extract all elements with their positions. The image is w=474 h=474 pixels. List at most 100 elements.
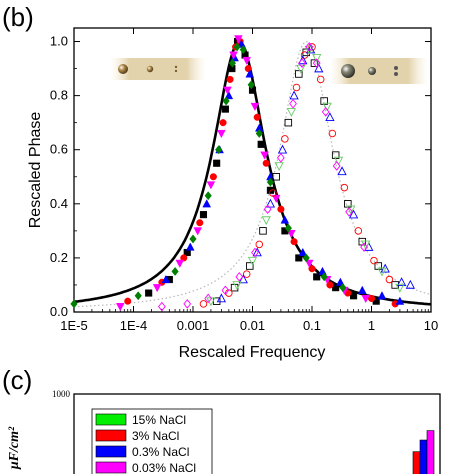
filled-triangle-down-point — [287, 230, 296, 239]
open-circle-point — [300, 51, 309, 59]
bar — [426, 430, 435, 474]
open-diamond-point — [204, 293, 213, 304]
filled-square-point — [145, 289, 153, 297]
legend-label: 15% NaCl — [132, 413, 186, 427]
open-square-point — [284, 118, 293, 127]
open-diamond-point — [277, 153, 285, 163]
plot-c-frame — [73, 393, 441, 474]
open-triangle-up-point — [396, 277, 407, 286]
inset-photo-left — [110, 58, 206, 80]
filled-diamond-point — [215, 145, 223, 155]
filled-diamond-point — [189, 234, 197, 244]
fit-curve-dotted — [74, 40, 432, 308]
filled-triangle-up-point — [318, 266, 327, 275]
filled-diamond-point — [284, 223, 292, 233]
plot-c-y-axis-title: μF/cm² — [7, 426, 22, 470]
open-triangle-up-point — [325, 112, 335, 122]
filled-square-point — [313, 273, 321, 281]
open-circle-point — [308, 43, 316, 51]
open-triangle-up-point — [216, 293, 227, 303]
open-circle-point — [225, 289, 233, 297]
filled-diamond-point — [302, 253, 310, 263]
open-triangle-down-point — [377, 267, 387, 277]
filled-circle-point — [180, 254, 188, 262]
x-tick-label: 0.01 — [240, 318, 265, 333]
panel-b-label: (b) — [2, 2, 34, 32]
open-circle-point — [199, 300, 208, 308]
filled-circle-point — [262, 159, 270, 167]
legend-label: 3% NaCl — [132, 429, 179, 443]
filled-triangle-down-point — [361, 294, 371, 304]
filled-triangle-up-point — [245, 69, 255, 78]
filled-triangle-down-point — [223, 86, 232, 95]
filled-diamond-point — [239, 45, 247, 55]
open-triangle-down-point — [261, 216, 271, 226]
open-diamond-point — [289, 98, 297, 109]
filled-circle-point — [196, 219, 204, 227]
open-circle-point — [354, 227, 363, 235]
open-square-point — [295, 70, 303, 78]
open-circle-point — [328, 129, 337, 138]
open-diamond-point — [321, 107, 330, 117]
filled-circle-point — [277, 205, 285, 213]
open-triangle-down-point — [232, 281, 242, 291]
filled-triangle-down-point — [175, 259, 185, 268]
open-circle-point — [255, 240, 264, 249]
open-circle-point — [281, 135, 289, 143]
filled-triangle-up-point — [280, 215, 290, 224]
y-tick-label: 0.8 — [50, 88, 68, 103]
open-circle-point — [316, 75, 325, 84]
open-triangle-up-point — [265, 198, 276, 208]
filled-triangle-up-point — [202, 199, 212, 208]
open-triangle-down-point — [304, 45, 314, 55]
filled-triangle-up-point — [224, 90, 234, 100]
x-tick-label: 0.1 — [303, 318, 321, 333]
filled-triangle-up-point — [185, 242, 195, 251]
filled-square-point — [199, 211, 208, 219]
x-axis-title: Rescaled Frequency — [179, 344, 326, 361]
open-circle-point — [385, 275, 394, 284]
y-tick-label: 1.0 — [50, 34, 68, 49]
y-tick-label: 0.0 — [50, 304, 68, 319]
open-circle-point — [340, 183, 349, 192]
plot-c-ytick-label: 1000 — [52, 389, 71, 399]
filled-triangle-down-point — [229, 51, 238, 60]
filled-circle-point — [308, 265, 316, 273]
open-square-point — [310, 59, 319, 67]
filled-triangle-down-point — [260, 151, 269, 160]
filled-diamond-point — [255, 128, 263, 138]
legend-swatch — [95, 461, 127, 474]
open-triangle-up-point — [252, 247, 262, 257]
y-tick-label: 0.6 — [50, 142, 68, 157]
filled-diamond-point — [233, 42, 241, 52]
open-triangle-down-point — [361, 240, 371, 250]
open-diamond-point — [298, 58, 306, 68]
filled-diamond-point — [320, 272, 328, 282]
filled-triangle-up-point — [298, 247, 308, 257]
bar — [419, 439, 428, 474]
filled-circle-point — [124, 297, 132, 305]
filled-triangle-down-point — [206, 181, 216, 190]
y-tick-label: 0.4 — [50, 196, 68, 211]
filled-square-point — [332, 284, 340, 292]
open-triangle-down-point — [346, 205, 356, 215]
filled-diamond-point — [266, 177, 275, 187]
filled-triangle-down-point — [152, 284, 162, 293]
open-square-point — [246, 262, 254, 270]
open-circle-point — [292, 83, 301, 92]
filled-triangle-down-point — [193, 227, 203, 236]
filled-diamond-point — [204, 191, 212, 201]
filled-square-point — [257, 140, 265, 148]
filled-circle-point — [244, 65, 252, 73]
filled-diamond-point — [228, 58, 237, 68]
filled-triangle-down-point — [234, 35, 243, 44]
open-diamond-point — [263, 204, 272, 215]
open-diamond-point — [360, 242, 368, 252]
open-triangle-down-point — [286, 108, 297, 117]
filled-circle-point — [219, 119, 227, 127]
open-triangle-up-point — [306, 44, 316, 54]
open-diamond-point — [158, 301, 166, 312]
open-diamond-point — [305, 42, 314, 52]
open-triangle-down-point — [322, 102, 332, 112]
